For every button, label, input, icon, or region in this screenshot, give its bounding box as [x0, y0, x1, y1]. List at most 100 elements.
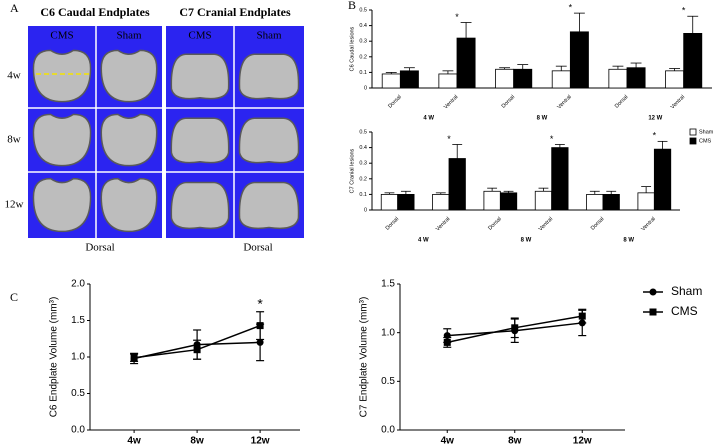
column-label: Sham [116, 30, 142, 42]
y-tick-label: 2.0 [71, 279, 85, 290]
x-tick-label: Dorsal [385, 216, 400, 231]
annotation: * [455, 12, 459, 22]
panel-footer: Dorsal [243, 242, 272, 254]
bar [586, 193, 604, 211]
y-tick-label: 0.5 [359, 7, 367, 13]
bar [438, 73, 458, 89]
bar [608, 68, 628, 89]
y-tick-label: 0 [364, 85, 367, 91]
marker [511, 324, 519, 332]
bar [665, 70, 685, 89]
y-axis-label: C6 Endplate Volume (mm³) [49, 297, 60, 418]
bar [380, 193, 399, 211]
bar [569, 31, 589, 89]
annotation: * [550, 134, 554, 144]
group-label: 4 W [423, 116, 434, 122]
panel-label: A [10, 1, 19, 15]
endplate-image [238, 53, 300, 100]
panel-footer: Dorsal [85, 242, 114, 254]
panel-header: C6 Caudal Endplates [40, 5, 150, 19]
y-tick-label: 0.5 [359, 129, 367, 135]
y-tick-label: 0.2 [359, 54, 367, 60]
endplate-image [32, 113, 92, 167]
y-axis-label: C7 Cranial lesions [350, 148, 356, 193]
annotation: * [569, 2, 573, 12]
bar [637, 192, 655, 211]
endplate-image [170, 53, 230, 100]
y-tick-label: 0.4 [359, 23, 367, 29]
endplate-image [100, 177, 158, 233]
bar [513, 68, 533, 89]
x-tick-label: Ventral [556, 94, 572, 110]
marker [256, 322, 264, 330]
bar [551, 147, 569, 211]
bar [551, 70, 571, 89]
group-label: 4 W [418, 238, 429, 244]
marker [578, 312, 586, 320]
y-tick-label: 1.0 [71, 352, 85, 363]
annotation: * [257, 295, 263, 311]
bar [456, 37, 476, 89]
column-label: Sham [256, 30, 282, 42]
y-tick-label: 0.0 [381, 425, 395, 436]
endplate-image [170, 181, 230, 230]
y-tick-label: 0.4 [359, 145, 367, 151]
endplate-image [100, 49, 158, 103]
endplate-image [100, 113, 158, 167]
column-label: CMS [188, 30, 211, 42]
bar [399, 70, 419, 89]
legend-swatch [689, 137, 697, 145]
bar [432, 193, 450, 211]
x-tick-label: 8w [508, 436, 522, 446]
row-label: 8w [7, 134, 21, 146]
marker [443, 338, 451, 346]
y-axis-label: C7 Endplate Volume (mm³) [359, 297, 370, 418]
x-tick-label: 4w [127, 436, 141, 446]
y-tick-label: 0.5 [381, 376, 395, 387]
x-tick-label: Dorsal [387, 94, 402, 109]
y-tick-label: 0.3 [359, 161, 367, 167]
x-tick-label: Dorsal [501, 94, 516, 109]
y-tick-label: 0 [364, 207, 367, 213]
legend-label: CMS [671, 304, 698, 318]
x-tick-label: Ventral [435, 216, 451, 232]
legend-marker [649, 308, 657, 316]
bar [397, 193, 415, 211]
bar [499, 192, 518, 211]
bar [602, 193, 620, 211]
panel-label: C [10, 290, 18, 304]
panel-header: C7 Cranial Endplates [179, 5, 291, 19]
x-tick-label: Ventral [443, 94, 459, 110]
x-tick-label: Ventral [538, 216, 554, 232]
x-tick-label: 4w [441, 436, 455, 446]
legend-label: Sham [699, 129, 714, 135]
x-tick-label: Ventral [670, 94, 686, 110]
y-tick-label: 0.5 [71, 388, 85, 399]
row-label: 4w [7, 70, 21, 82]
group-label: 8 W [537, 116, 548, 122]
bar [495, 68, 515, 89]
y-axis-label: C6 Caudal lesions [350, 26, 356, 71]
column-label: CMS [50, 30, 73, 42]
x-tick-label: Dorsal [487, 216, 502, 231]
annotation: * [447, 134, 451, 144]
group-label: 8 W [623, 238, 634, 244]
annotation: * [682, 6, 686, 16]
x-tick-label: 8w [190, 436, 204, 446]
endplate-image [170, 117, 230, 164]
y-tick-label: 1.5 [381, 279, 395, 290]
endplate-image [32, 177, 92, 233]
legend-swatch [689, 128, 697, 136]
row-label: 12w [5, 199, 24, 211]
bar [626, 67, 646, 89]
x-tick-label: Ventral [640, 216, 656, 232]
marker [130, 354, 138, 362]
marker [193, 346, 201, 354]
x-tick-label: 12w [251, 436, 270, 446]
x-tick-label: Dorsal [614, 94, 629, 109]
endplate-image [238, 181, 300, 230]
bar [683, 33, 703, 89]
marker [256, 338, 264, 346]
y-tick-label: 0.1 [359, 192, 367, 198]
